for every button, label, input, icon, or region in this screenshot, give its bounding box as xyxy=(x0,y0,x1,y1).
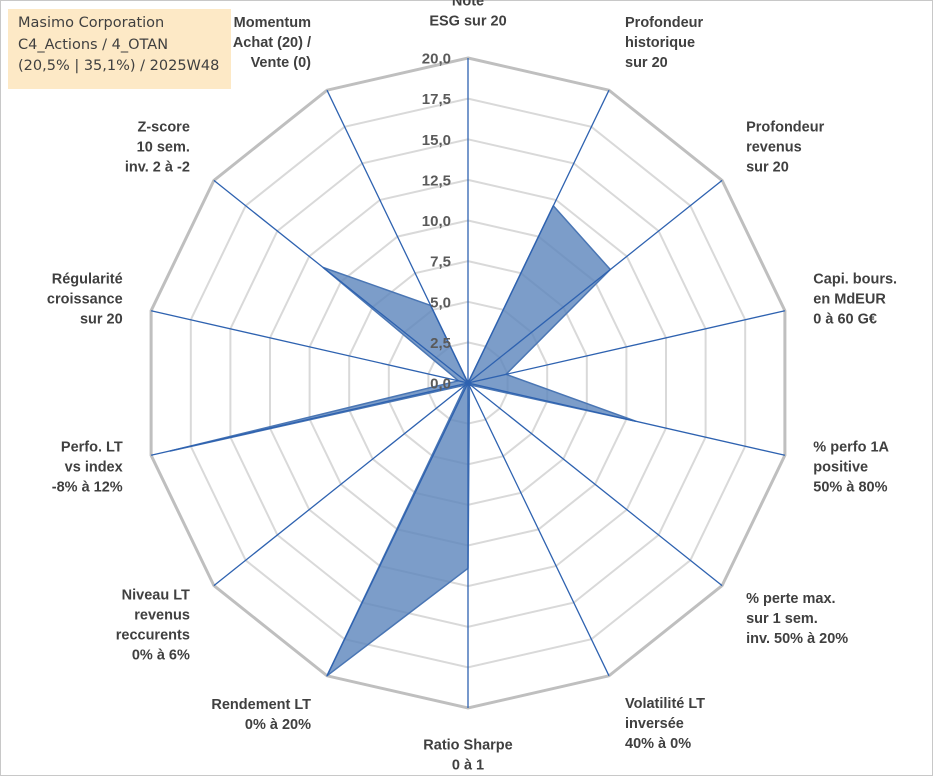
radial-tick-label: 5,0 xyxy=(430,294,451,311)
category-label: C4_Actions / 4_OTAN xyxy=(18,36,169,53)
axis-label-line: inv. 2 à -2 xyxy=(125,160,190,176)
axis-labels: Note ESG sur 20 Profondeur historique sur 20… xyxy=(47,0,897,773)
axis-label: % perte max. sur 1 sem. inv. 50% à 20% xyxy=(746,591,848,647)
axis-label-line: 0 à 1 xyxy=(452,757,484,773)
axis-label-line: inv. 50% à 20% xyxy=(746,631,848,647)
axis-label-line: Note xyxy=(452,0,484,9)
axis-label-line: vs index xyxy=(65,460,123,476)
axis-label-line: inversée xyxy=(625,716,684,732)
radar-spoke xyxy=(467,382,610,677)
radar-spoke xyxy=(467,310,786,384)
axis-label-line: 50% à 80% xyxy=(813,480,887,496)
radial-tick-label: 7,5 xyxy=(430,254,451,271)
axis-label-line: sur 20 xyxy=(625,55,668,71)
radar-spoke xyxy=(326,89,469,384)
axis-label-line: 40% à 0% xyxy=(625,736,691,752)
radial-tick-label: 15,0 xyxy=(422,132,451,149)
axis-label: Volatilité LT inversée 40% à 0% xyxy=(625,696,705,752)
radar-spoke xyxy=(213,179,469,384)
axis-label-line: sur 20 xyxy=(80,311,123,327)
axis-label-line: % perte max. xyxy=(746,591,835,607)
axis-label-line: reccurents xyxy=(116,627,190,643)
axis-label-line: en MdEUR xyxy=(813,291,886,307)
radar-spoke xyxy=(467,382,723,587)
radial-tick-label: 0,0 xyxy=(430,376,451,393)
axis-label-line: positive xyxy=(813,460,868,476)
axis-label-line: Régularité xyxy=(52,271,123,287)
axis-label-line: sur 20 xyxy=(746,160,789,176)
axis-label-line: Capi. bours. xyxy=(813,271,897,287)
axis-label-line: ESG sur 20 xyxy=(429,13,506,29)
radial-tick-label: 12,5 xyxy=(422,172,451,189)
axis-label-line: 0% à 20% xyxy=(245,717,311,733)
axis-label-line: sur 1 sem. xyxy=(746,611,818,627)
radial-tick-label: 2,5 xyxy=(430,335,451,352)
radar-spoke xyxy=(150,310,469,384)
stats-label: (20,5% | 35,1%) / 2025W48 xyxy=(18,58,220,74)
axis-label-line: Ratio Sharpe xyxy=(423,737,512,753)
axis-label: Z-score 10 sem. inv. 2 à -2 xyxy=(125,120,190,176)
company-name: Masimo Corporation xyxy=(18,15,165,31)
axis-label: Profondeur revenus sur 20 xyxy=(746,120,824,176)
radar-spoke xyxy=(326,382,469,677)
info-box: Masimo Corporation C4_Actions / 4_OTAN (… xyxy=(8,9,231,89)
radar-spoke xyxy=(213,382,469,587)
axis-label-line: Volatilité LT xyxy=(625,696,705,712)
axis-label-line: 0 à 60 G€ xyxy=(813,311,877,327)
axis-label-line: -8% à 12% xyxy=(52,480,123,496)
radar-spokes xyxy=(150,58,786,708)
axis-label-line: 0% à 6% xyxy=(132,647,190,663)
axis-label-line: 10 sem. xyxy=(137,140,190,156)
axis-label: Capi. bours. en MdEUR 0 à 60 G€ xyxy=(813,271,897,327)
axis-label-line: Profondeur xyxy=(625,15,703,31)
radial-tick-labels: 0,0 2,5 5,0 7,5 10,0 12,5 15,0 17,5 20,0 xyxy=(422,51,451,393)
axis-label: % perfo 1A positive 50% à 80% xyxy=(813,440,889,496)
axis-label-line: croissance xyxy=(47,291,123,307)
axis-label-line: revenus xyxy=(746,140,802,156)
axis-label-line: Rendement LT xyxy=(211,697,311,713)
axis-label-line: revenus xyxy=(134,607,190,623)
axis-label-line: historique xyxy=(625,35,695,51)
axis-label: Perfo. LT vs index -8% à 12% xyxy=(52,440,123,496)
axis-label-line: % perfo 1A xyxy=(813,440,889,456)
axis-label: Ratio Sharpe 0 à 1 xyxy=(423,737,512,773)
axis-label-line: Achat (20) / xyxy=(233,35,311,51)
axis-label: Niveau LT revenus reccurents 0% à 6% xyxy=(116,587,190,663)
radial-tick-label: 17,5 xyxy=(422,91,451,108)
radial-tick-label: 10,0 xyxy=(422,213,451,230)
axis-label: Profondeur historique sur 20 xyxy=(625,15,703,71)
axis-label-line: Momentum xyxy=(234,15,311,31)
axis-label: Rendement LT 0% à 20% xyxy=(211,697,311,733)
axis-label-line: Perfo. LT xyxy=(61,440,123,456)
radar-spoke xyxy=(467,179,723,384)
radar-spoke xyxy=(150,382,469,456)
axis-label-line: Niveau LT xyxy=(122,587,190,603)
radar-spoke xyxy=(467,89,610,384)
axis-label-line: Z-score xyxy=(138,120,190,136)
axis-label-line: Profondeur xyxy=(746,120,824,136)
axis-label: Note ESG sur 20 xyxy=(429,0,506,29)
radial-tick-label: 20,0 xyxy=(422,51,451,68)
axis-label: Régularité croissance sur 20 xyxy=(47,271,123,327)
radar-spoke xyxy=(467,382,786,456)
axis-label-line: Vente (0) xyxy=(251,55,312,71)
axis-label: Momentum Achat (20) / Vente (0) xyxy=(233,15,311,71)
